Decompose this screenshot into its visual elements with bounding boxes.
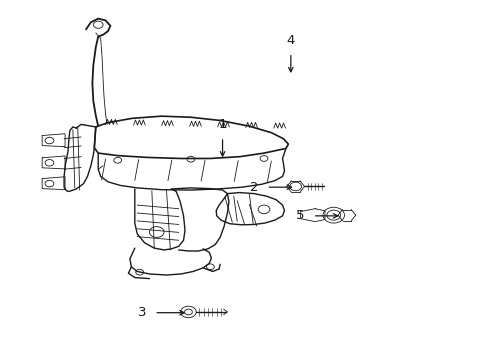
Text: 5: 5 bbox=[296, 210, 304, 222]
Text: 4: 4 bbox=[286, 33, 294, 47]
Text: 3: 3 bbox=[138, 306, 146, 319]
Text: 1: 1 bbox=[218, 118, 226, 131]
Text: 2: 2 bbox=[249, 181, 258, 194]
